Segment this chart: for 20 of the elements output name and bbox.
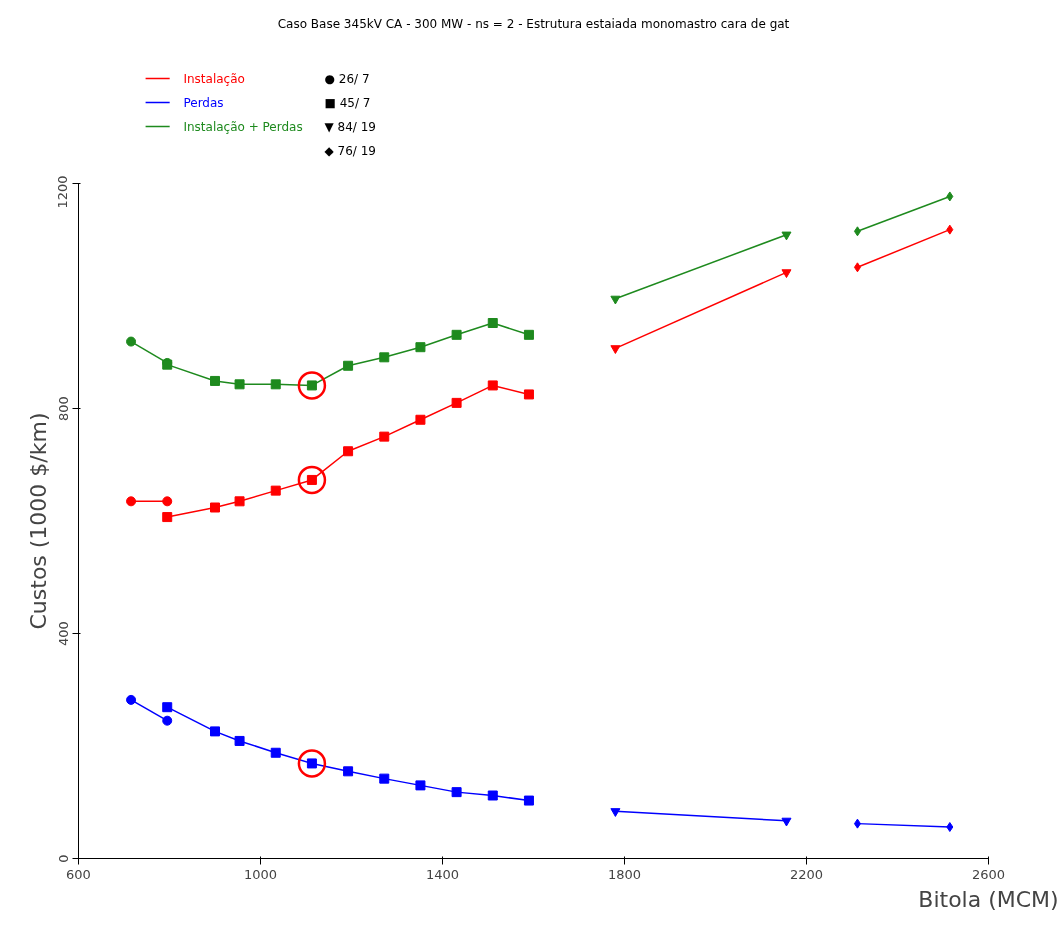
text: ● 26/ 7 [324,71,370,86]
text: ◆ 76/ 19 [324,143,376,158]
chart-title: Caso Base 345kV CA - 300 MW - ns = 2 - Estrutura estaiada monomastro cara de gat [277,16,790,31]
legend-label: Perdas [183,95,224,110]
x-tick-label: 2200 [789,866,824,882]
x-tick-label: 600 [66,866,91,882]
x-tick-label: 1000 [243,866,278,882]
x-tick-label: 1800 [607,866,642,882]
text: ■ 45/ 7 [324,95,371,110]
legend-label: Instalação + Perdas [183,119,303,134]
x-tick-label: 1400 [425,866,460,882]
legend-label: Instalação [183,71,245,86]
y-axis-title: Custos (1000 $/km) [25,412,51,630]
x-tick-label: 2600 [971,866,1006,882]
y-tick-label: 1200 [55,175,71,209]
y-tick-label: 0 [55,854,71,863]
y-tick-label: 400 [55,621,71,646]
x-axis-title: Bitola (MCM) [918,886,1058,912]
y-tick-label: 800 [55,396,71,421]
text: ▼ 84/ 19 [324,119,376,134]
